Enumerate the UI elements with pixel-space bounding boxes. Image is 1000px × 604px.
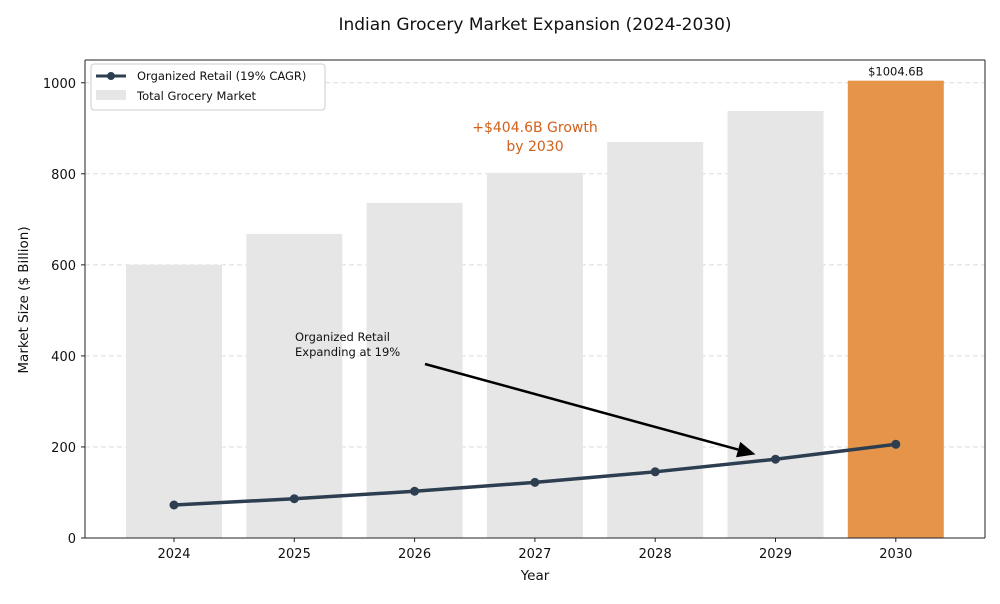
- line-point-2029: [771, 454, 780, 464]
- line-point-2026: [410, 486, 420, 496]
- x-tick-label: 2024: [157, 547, 190, 562]
- y-tick-label: 400: [51, 350, 76, 365]
- legend-entry-total-market: Total Grocery Market: [136, 89, 257, 103]
- growth-annotation-line1: +$404.6B Growth: [472, 120, 597, 136]
- bar-value-label: $1004.6B: [868, 65, 924, 79]
- y-axis-label: Market Size ($ Billion): [16, 226, 32, 373]
- bar-2029: [727, 110, 824, 538]
- legend-marker-swatch: [107, 72, 115, 80]
- x-tick-label: 2025: [278, 547, 311, 562]
- line-series: [169, 439, 901, 510]
- line-point-2027: [530, 477, 540, 487]
- axes: 0 200 400 600 800 1000 2024 2025 2026 2027 2028 202…: [43, 59, 986, 562]
- y-tick-label: 200: [51, 441, 76, 456]
- line-point-2028: [650, 467, 660, 477]
- line-point-2030: [891, 439, 901, 449]
- bar-2024: [126, 264, 222, 538]
- arrow-annotation-line1: Organized Retail: [295, 330, 390, 344]
- y-tick-label: 800: [51, 168, 76, 183]
- x-tick-label: 2030: [879, 547, 912, 562]
- chart-title: Indian Grocery Market Expansion (2024-20…: [338, 15, 731, 35]
- annotation-arrow: [424, 362, 756, 458]
- y-tick-label: 1000: [43, 77, 76, 92]
- legend: Organized Retail (19% CAGR) Total Grocer…: [90, 63, 326, 111]
- line-point-2025: [289, 494, 299, 504]
- bar-2025: [246, 233, 343, 539]
- x-tick-label: 2027: [518, 547, 551, 562]
- legend-box: [90, 63, 326, 111]
- x-tick-label: 2026: [398, 547, 431, 562]
- legend-bar-swatch: [96, 90, 126, 100]
- bar-2030: [847, 80, 944, 538]
- x-axis-label: Year: [520, 568, 550, 584]
- legend-entry-organized-retail: Organized Retail (19% CAGR): [137, 69, 306, 83]
- y-tick-label: 600: [51, 259, 76, 274]
- x-tick-label: 2029: [759, 547, 792, 562]
- arrow-annotation-line2: Expanding at 19%: [295, 345, 400, 359]
- growth-annotation-line2: by 2030: [506, 139, 563, 155]
- arrow-shaft: [424, 362, 739, 451]
- bar-2027: [486, 172, 583, 538]
- y-tick-label: 0: [68, 532, 76, 547]
- line-point-2024: [169, 500, 179, 510]
- arrow-head: [736, 441, 756, 458]
- x-tick-label: 2028: [639, 547, 672, 562]
- bar-2028: [607, 141, 704, 538]
